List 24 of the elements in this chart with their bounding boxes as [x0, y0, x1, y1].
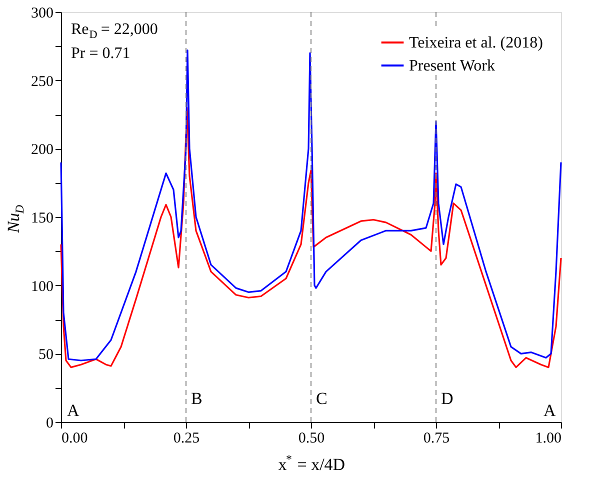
- y-tick-label: 100: [31, 278, 54, 295]
- legend-label: Present Work: [409, 58, 495, 74]
- y-tick-label: 200: [31, 142, 54, 158]
- x-tick-label: 0.00: [62, 430, 88, 446]
- annotation: Pr = 0.71: [71, 45, 130, 62]
- ref-line-label: C: [316, 389, 328, 408]
- annotation: A: [67, 401, 80, 420]
- y-axis-title: NuD: [4, 204, 26, 234]
- line-series: [60, 106, 562, 368]
- y-tick-label: 0: [46, 416, 54, 432]
- x-tick-label: 0.50: [298, 430, 325, 446]
- y-tick-label: 250: [31, 74, 54, 90]
- y-tick-label: 50: [38, 347, 54, 364]
- legend-label: Teixeira et al. (2018): [409, 34, 543, 52]
- x-tick-label: 0.25: [173, 430, 200, 446]
- x-axis-title: x* = x/4D: [278, 452, 346, 474]
- annotation: A: [543, 401, 556, 420]
- y-tick-label: 150: [31, 210, 54, 226]
- x-tick-label: 0.75: [423, 430, 450, 446]
- y-tick-label: 300: [31, 6, 54, 22]
- ref-line-label: B: [191, 389, 202, 408]
- line-series: [60, 49, 562, 362]
- ref-line-label: D: [441, 389, 454, 408]
- x-tick-label: 1.00: [535, 430, 562, 446]
